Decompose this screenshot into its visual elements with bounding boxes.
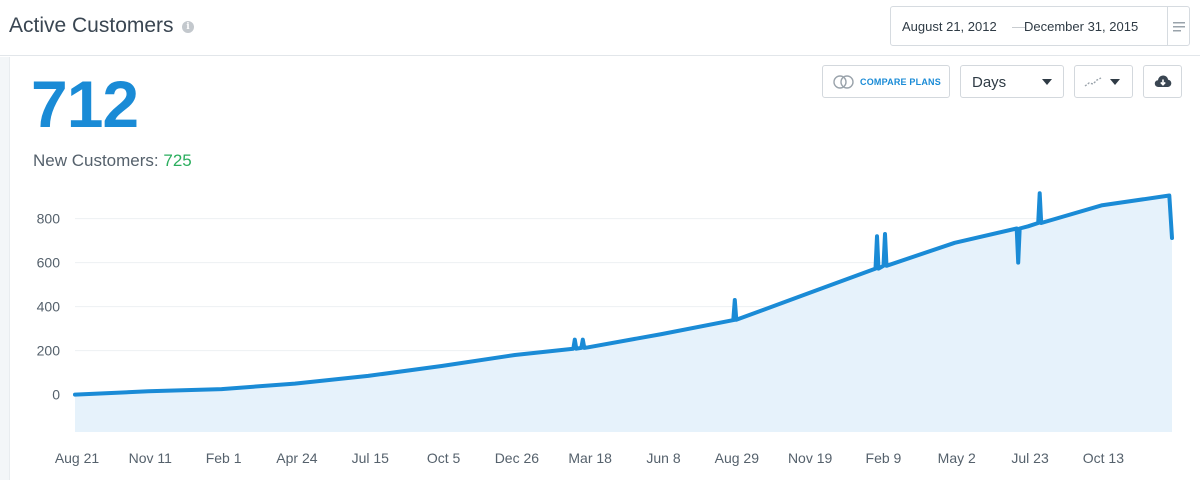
cloud-download-icon [1154,75,1172,87]
date-range-picker[interactable]: August 21, 2012 — December 31, 2015 [890,6,1190,46]
page-title: Active Customers [9,14,174,37]
x-tick-label: Feb 1 [206,450,242,466]
new-customers-summary: New Customers: 725 [33,151,192,171]
compare-plans-label: COMPARE PLANS [860,77,941,87]
new-customers-value: 725 [163,151,192,170]
y-tick-label: 400 [37,299,61,315]
x-tick-label: Jul 15 [352,450,390,466]
x-tick-label: Aug 29 [715,450,760,466]
series-line [73,191,1174,397]
x-tick-label: Aug 21 [55,450,100,466]
x-tick-label: May 2 [938,450,976,466]
y-tick-label: 600 [37,255,61,271]
date-start[interactable]: August 21, 2012 [902,19,997,34]
new-customers-label: New Customers: [33,151,159,170]
x-tick-label: Oct 13 [1083,450,1124,466]
date-end[interactable]: December 31, 2015 [1024,19,1139,34]
interval-select[interactable]: Days [960,65,1064,98]
x-tick-label: Oct 5 [427,450,461,466]
date-separator: — [1012,19,1025,34]
active-customers-value: 712 [31,67,139,141]
chevron-down-icon [1110,79,1120,85]
x-tick-label: Dec 26 [495,450,540,466]
x-tick-label: Nov 19 [788,450,833,466]
left-rail [0,57,10,480]
compare-circles-icon [833,75,854,89]
x-axis: Aug 21 Nov 11 Feb 1 Apr 24 Jul 15 Oct 5 Dec 26… [55,450,1124,466]
interval-value: Days [972,74,1007,91]
compare-plans-button[interactable]: COMPARE PLANS [822,65,950,98]
x-tick-label: Jul 23 [1011,450,1049,466]
download-button[interactable] [1143,65,1182,98]
y-tick-label: 0 [52,387,60,403]
y-tick-label: 800 [37,211,61,227]
list-icon[interactable] [1167,7,1189,45]
x-tick-label: Apr 24 [276,450,317,466]
y-tick-label: 200 [37,343,61,359]
chart-area [73,191,1174,432]
x-tick-label: Jun 8 [646,450,680,466]
x-tick-label: Mar 18 [568,450,612,466]
info-icon[interactable]: i [182,21,194,33]
x-tick-label: Feb 9 [866,450,902,466]
y-axis: 0 200 400 600 800 [37,211,61,403]
chevron-down-icon [1042,79,1052,85]
x-tick-label: Nov 11 [129,450,173,466]
area-fill [75,193,1172,432]
chart-type-select[interactable] [1074,65,1133,98]
header-bar: Active Customers i August 21, 2012 — Dec… [0,0,1200,56]
